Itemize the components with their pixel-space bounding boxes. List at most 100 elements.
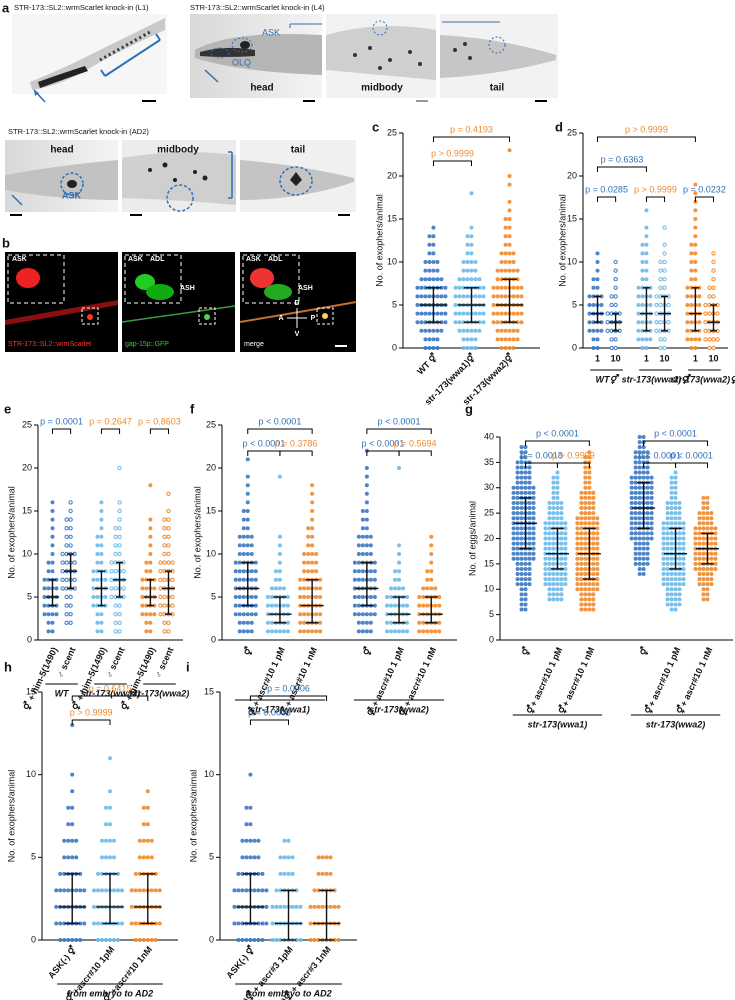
region-label: tail: [291, 145, 306, 156]
category-label: ⚥ + him-5(1490): [118, 645, 157, 712]
comparison-bracket: [694, 196, 714, 202]
y-axis-label: No. of exophers/animal: [557, 194, 567, 287]
y-tick-label: 0: [211, 634, 216, 644]
y-tick-label: 25: [484, 508, 494, 518]
y-tick-label: 10: [484, 584, 494, 594]
p-value: p > 0.9999: [431, 148, 474, 158]
region-label: head: [50, 145, 73, 156]
neuron-label: ASH: [298, 285, 313, 292]
panel-label: h: [4, 659, 12, 674]
comparison-bracket: [366, 428, 432, 434]
y-tick-label: 40: [484, 431, 494, 441]
axis-label: P: [311, 315, 316, 322]
y-tick-label: 5: [572, 299, 577, 309]
y-tick-label: 10: [26, 769, 36, 779]
panel-label: g: [465, 401, 473, 416]
caption: STR-173::SL2::wrmScarlet knock-in (L4): [190, 3, 325, 12]
comparison-bracket: [398, 450, 432, 456]
caption: STR-173::SL2::wrmScarlet knock-in (L1): [14, 3, 149, 12]
p-value: p = 0.0003: [248, 707, 291, 717]
p-value: p < 0.0001: [242, 438, 285, 448]
axis-label: D: [294, 300, 299, 307]
y-tick-label: 25: [206, 419, 216, 429]
channel-label: STR-173::SL2::wrmScarlet: [8, 341, 91, 348]
group-label: str-173(wwa2)⚥: [671, 373, 735, 384]
comparison-bracket: [645, 196, 666, 202]
y-axis-label: No. of eggs/animal: [467, 501, 477, 576]
comparison-bracket: [149, 428, 169, 434]
category-label: WT ⚥: [414, 351, 439, 376]
panel-label: f: [190, 401, 195, 416]
group-label: from embryo to AD2: [245, 988, 331, 998]
p-value: p > 0.9999: [552, 450, 595, 460]
category-label: ⚥+ ascr#10 1 pM: [524, 645, 565, 715]
annotation: OLQ: [232, 57, 251, 67]
image-ad2: [5, 140, 356, 216]
y-tick-label: 15: [206, 505, 216, 515]
category-label: ⚥+ ascr#10 1 nM: [674, 645, 715, 715]
comparison-bracket: [432, 160, 472, 166]
y-tick-label: 10: [567, 256, 577, 266]
p-value: p = 0.5694: [394, 438, 437, 448]
p-value: p < 0.0001: [362, 438, 405, 448]
category-label: ⚥+ ascr#10 1 nM: [556, 645, 597, 715]
category-label: 10: [660, 353, 670, 363]
y-tick-label: 20: [387, 170, 397, 180]
comparison-bracket: [249, 695, 328, 701]
y-tick-label: 20: [567, 170, 577, 180]
p-value: p < 0.0001: [638, 450, 681, 460]
y-tick-label: 5: [211, 591, 216, 601]
category-label: 10: [611, 353, 621, 363]
y-tick-label: 10: [387, 256, 397, 266]
y-axis-label: No. of exophers/animal: [192, 486, 202, 579]
category-label: ⚥: [519, 645, 532, 657]
comparison-bracket: [71, 719, 111, 725]
image-l1: [12, 14, 167, 103]
image-fluorescence: [5, 252, 357, 352]
comparison-bracket: [525, 440, 590, 446]
annotation: ASK: [262, 27, 280, 37]
group-label: str-173(wwa2): [369, 704, 429, 714]
category-label: ⚥+ ascr#10 1 pM: [642, 645, 683, 715]
p-value: p = 0.0232: [683, 184, 726, 194]
caption: STR-173::SL2::wrmScarlet knock-in (AD2): [8, 127, 149, 136]
y-axis-label: No. of exophers/animal: [374, 194, 384, 287]
y-tick-label: 25: [22, 419, 32, 429]
p-value: p = 0.3786: [275, 438, 318, 448]
region-label: midbody: [361, 83, 403, 94]
group-label: str-173(wwa1): [81, 688, 141, 698]
p-value: p = 0.0018: [520, 450, 563, 460]
category-label: 10: [708, 353, 718, 363]
p-value: p = 0.2647: [89, 416, 132, 426]
y-tick-label: 25: [387, 127, 397, 137]
panel-label: e: [4, 401, 11, 416]
category-label: ⚥ + him-5(1490): [70, 645, 109, 712]
category-label: ⚥ + him-5(1490): [21, 645, 60, 712]
comparison-bracket: [675, 462, 708, 468]
comparison-bracket: [597, 136, 696, 142]
p-value: p < 0.0001: [259, 416, 302, 426]
y-tick-label: 5: [209, 852, 214, 862]
comparison-bracket: [52, 428, 72, 434]
p-value: p = 0.0001: [40, 416, 83, 426]
y-axis-label: No. of exophers/animal: [188, 770, 198, 863]
y-tick-label: 15: [387, 213, 397, 223]
p-value: p < 0.0001: [536, 428, 579, 438]
channel-label: gap-15p::GFP: [125, 341, 169, 348]
y-tick-label: 15: [567, 213, 577, 223]
panel-label: b: [2, 235, 10, 250]
y-tick-label: 20: [484, 533, 494, 543]
y-tick-label: 5: [489, 609, 494, 619]
y-axis-label: No. of exophers/animal: [6, 770, 16, 863]
axis-label: V: [295, 331, 300, 338]
comparison-bracket: [597, 166, 647, 172]
y-tick-label: 5: [392, 299, 397, 309]
group-label: str-173(wwa2): [130, 688, 190, 698]
p-value: p < 0.0001: [378, 416, 421, 426]
y-tick-label: 35: [484, 457, 494, 467]
p-value: p > 0.9999: [634, 184, 677, 194]
neuron-label: ADL: [150, 256, 165, 263]
axis-label: A: [278, 315, 283, 322]
region-label: tail: [490, 83, 505, 94]
